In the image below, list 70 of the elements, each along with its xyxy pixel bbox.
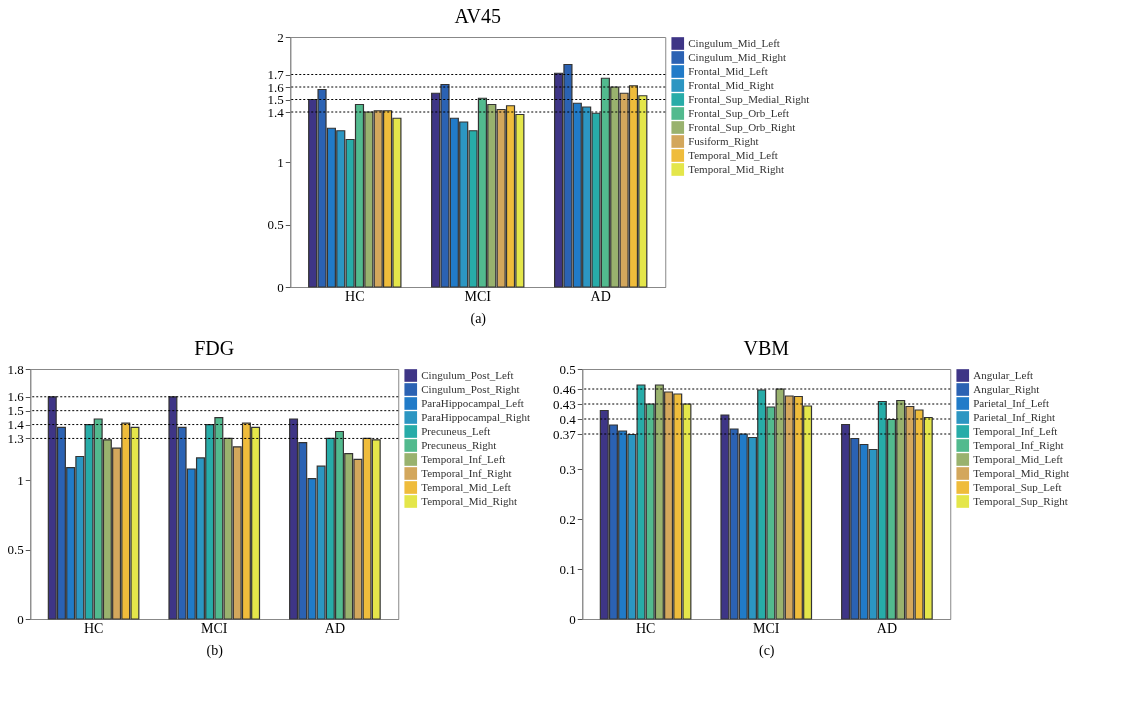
x-tick-label: AD [324, 620, 346, 636]
legend-label: Frontal_Sup_Orb_Right [688, 120, 796, 133]
x-tick-label: AD [876, 620, 898, 636]
y-tick-label: 2 [277, 29, 284, 45]
text: (a) [470, 310, 487, 327]
legend-label: Temporal_Inf_Right [421, 466, 512, 479]
legend-label: Temporal_Sup_Right [973, 494, 1068, 507]
y-tick-label: 0.5 [267, 217, 284, 232]
legend-label: Frontal_Mid_Right [688, 78, 774, 91]
y-tick-label: 0.3 [559, 461, 576, 477]
legend-label: Temporal_Mid_Right [688, 162, 785, 175]
y-tick-label: 1.4 [267, 104, 285, 120]
y-tick-label: 1.4 [7, 417, 25, 433]
legend-label: Temporal_Inf_Left [421, 452, 506, 465]
y-tick-label: 1.5 [7, 403, 24, 419]
y-tick-label: 0.43 [553, 396, 576, 412]
legend-label: Temporal_Mid_Left [421, 480, 511, 493]
y-tick-label: 1 [277, 154, 284, 170]
x-tick-label: MCI [464, 288, 492, 304]
y-tick-label: 1 [17, 472, 24, 488]
y-tick-label: 0.1 [559, 561, 576, 577]
legend-label: Cingulum_Mid_Left [688, 36, 780, 49]
chart-title: FDG [194, 337, 235, 359]
legend-label: ParaHippocampal_Left [421, 396, 524, 409]
y-tick-label: 1.8 [7, 361, 24, 377]
legend-label: Cingulum_Post_Left [421, 368, 514, 381]
y-tick-label: 1.3 [7, 430, 24, 446]
y-tick-label: 1.7 [267, 67, 285, 82]
legend-label: Frontal_Mid_Left [688, 64, 768, 77]
legend-label: ParaHippocampal_Right [421, 410, 531, 423]
legend-label: Temporal_Mid_Left [973, 452, 1063, 465]
y-tick-label: 0.2 [559, 511, 576, 527]
y-tick-label: 0.5 [7, 542, 24, 558]
y-tick-label: 1.5 [267, 92, 284, 107]
y-tick-label: 1.6 [267, 79, 285, 95]
x-tick-label: MCI [201, 620, 228, 636]
legend-label: Temporal_Mid_Right [973, 466, 1070, 479]
legend-label: Angular_Left [973, 368, 1034, 381]
legend-label: Temporal_Inf_Right [973, 438, 1064, 451]
y-tick-label: 1.6 [7, 389, 25, 405]
text: (b) [206, 642, 224, 659]
legend-label: Fusiform_Right [688, 134, 759, 147]
legend-label: Parietal_Inf_Left [973, 396, 1049, 409]
legend-label: Temporal_Inf_Left [973, 424, 1058, 437]
legend-label: Cingulum_Mid_Right [688, 50, 787, 63]
y-tick-label: 0.37 [553, 426, 577, 442]
legend-label: Frontal_Sup_Orb_Left [688, 106, 790, 119]
legend-label: Temporal_Sup_Left [973, 480, 1062, 493]
legend-label: Parietal_Inf_Right [973, 410, 1056, 423]
legend-label: Angular_Right [973, 382, 1040, 395]
legend-label: Temporal_Mid_Left [688, 148, 778, 161]
legend-label: Precuneus_Right [421, 438, 497, 451]
text: (c) [758, 642, 775, 659]
x-tick-label: AD [590, 288, 611, 304]
legend-label: Precuneus_Left [421, 424, 491, 437]
y-tick-label: 0.4 [559, 411, 577, 427]
legend-label: Cingulum_Post_Right [421, 382, 520, 395]
x-tick-label: MCI [753, 620, 780, 636]
x-tick-label: HC [345, 288, 365, 304]
x-tick-label: HC [635, 620, 656, 636]
chart-title: VBM [743, 337, 790, 359]
x-tick-label: HC [83, 620, 104, 636]
legend-label: Frontal_Sup_Medial_Right [688, 92, 810, 105]
y-tick-label: 0 [569, 611, 576, 627]
y-tick-label: 0.5 [559, 361, 576, 377]
y-tick-label: 0 [17, 611, 24, 627]
chart-title: AV45 [454, 5, 501, 27]
y-tick-label: 0 [277, 279, 284, 295]
y-tick-label: 0.46 [553, 381, 577, 397]
legend-label: Temporal_Mid_Right [421, 494, 518, 507]
